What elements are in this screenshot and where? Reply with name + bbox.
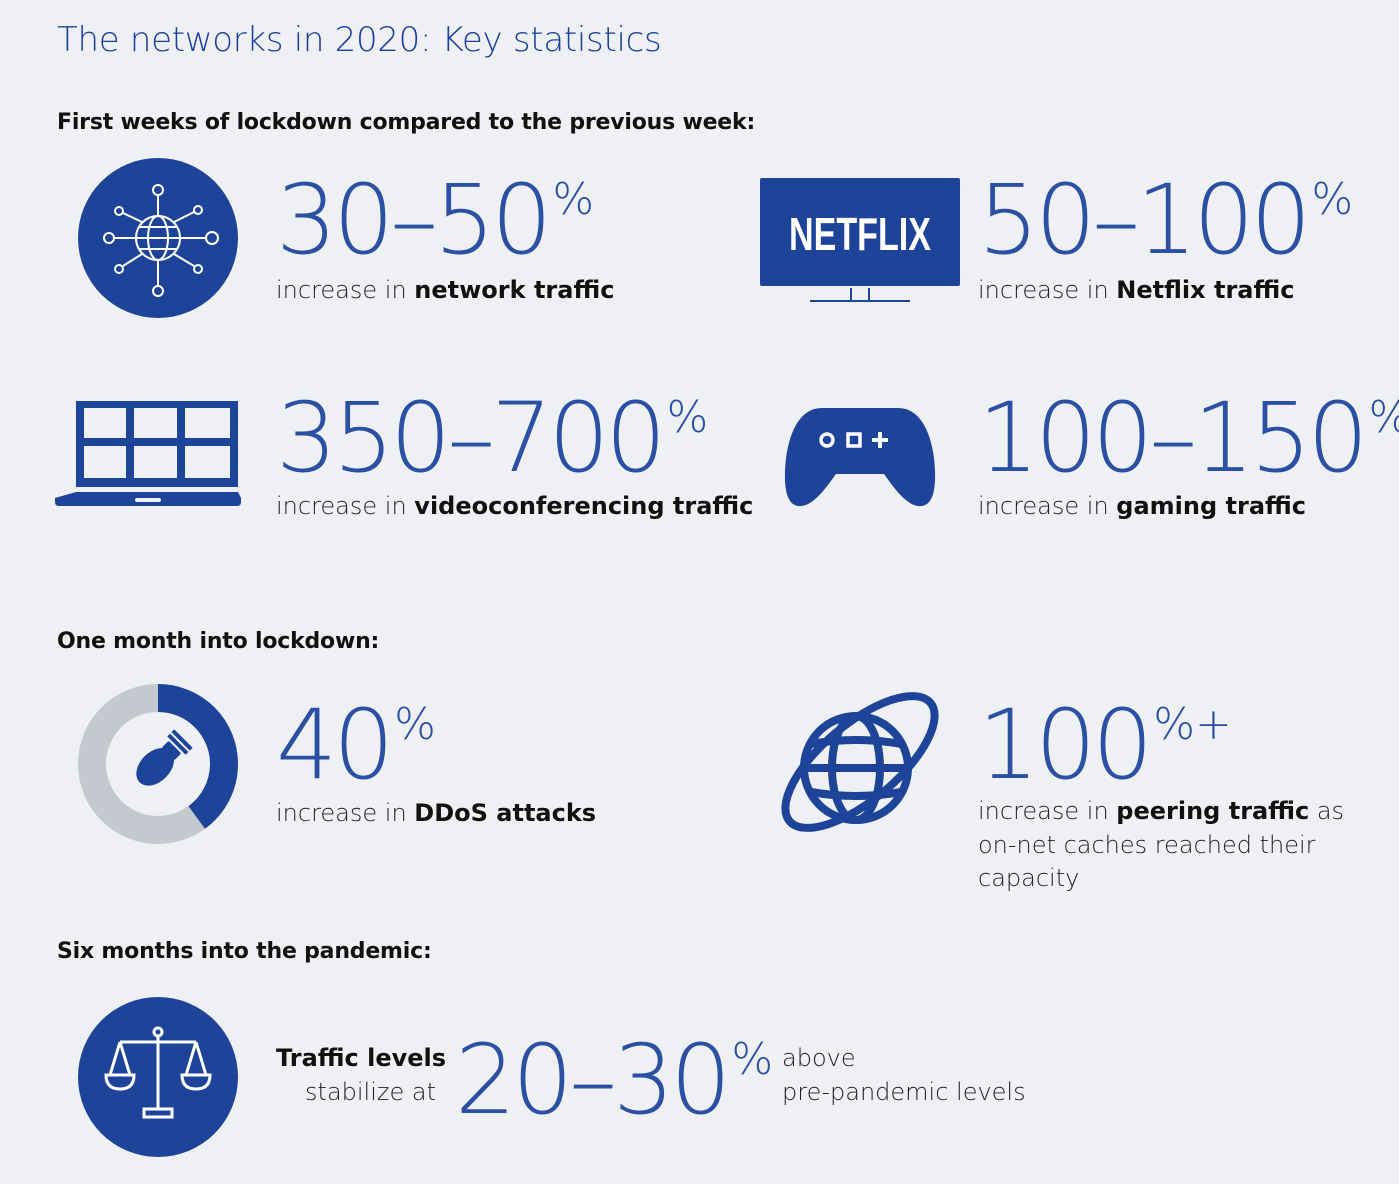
ddos-donut-icon	[77, 683, 239, 845]
globe-orbit-icon	[776, 682, 944, 844]
stat-peering-desc: increase in peering traffic as on-net ca…	[978, 797, 1345, 893]
globe-network-icon	[78, 158, 238, 318]
stat-ddos-value: 40%	[276, 689, 436, 801]
laptop-video-grid-icon	[55, 398, 241, 516]
stat-network-desc: increase in network traffic	[276, 276, 615, 304]
netflix-logo-text: NETFLIX	[789, 208, 931, 260]
netflix-tv-icon: NETFLIX	[758, 176, 962, 306]
stabilize-label: Traffic levels stabilize at	[276, 1044, 447, 1106]
stabilize-after-label: above pre-pandemic levels	[782, 1044, 1026, 1106]
stat-network-value: 30–50%	[276, 164, 595, 276]
stat-netflix-desc: increase in Netflix traffic	[978, 276, 1295, 304]
ddos-donut-arc	[78, 684, 238, 844]
stat-stabilize-value: 20–30%	[455, 1024, 774, 1136]
section-heading-first-weeks: First weeks of lockdown compared to the …	[57, 110, 756, 135]
stat-gaming-value: 100–150%	[978, 382, 1399, 494]
stat-netflix-value: 50–100%	[978, 164, 1354, 276]
gamepad-icon	[784, 404, 936, 508]
section-heading-one-month: One month into lockdown:	[57, 629, 380, 654]
stat-gaming-desc: increase in gaming traffic	[978, 492, 1307, 520]
bomb-icon	[136, 729, 193, 786]
page-title: The networks in 2020: Key statistics	[57, 20, 662, 60]
stat-video-value: 350–700%	[276, 382, 709, 494]
scales-icon	[78, 997, 238, 1157]
stat-video-desc: increase in videoconferencing traffic	[276, 492, 754, 520]
section-heading-six-months: Six months into the pandemic:	[57, 939, 432, 964]
stat-peering-value: 100%+	[978, 689, 1232, 801]
stat-ddos-desc: increase in DDoS attacks	[276, 799, 597, 827]
